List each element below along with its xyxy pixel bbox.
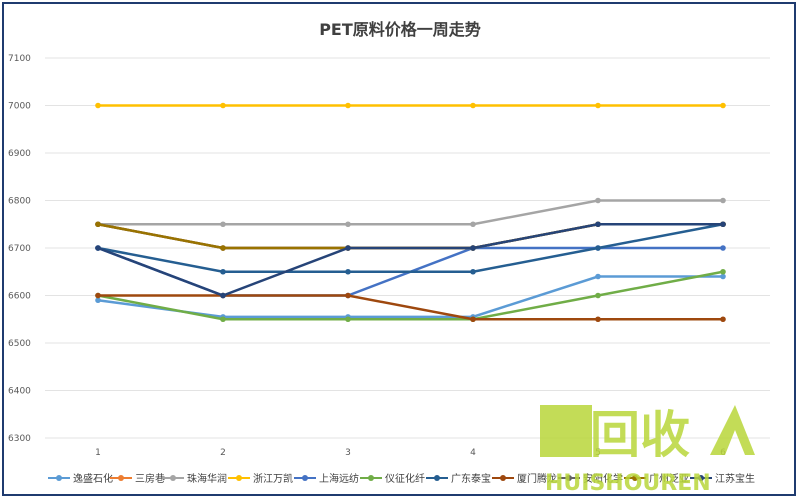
y-tick-label: 6300 xyxy=(8,434,31,444)
watermark-leaf-icon xyxy=(710,405,755,455)
legend-swatch xyxy=(624,473,646,483)
legend-item: 江苏宝生 xyxy=(690,470,755,488)
series-point-6 xyxy=(720,268,726,275)
series-point-6 xyxy=(595,292,601,299)
series-point-7 xyxy=(595,245,601,251)
y-tick-label: 6900 xyxy=(8,149,31,159)
legend-label: 安阳化学 xyxy=(583,474,623,485)
legend-item: 广州泛亚 xyxy=(624,470,689,488)
legend-item: 珠海华润 xyxy=(162,470,227,488)
series-point-11 xyxy=(470,245,476,251)
series-point-1 xyxy=(720,273,726,280)
series-point-6 xyxy=(345,316,351,323)
series-line-8 xyxy=(98,294,723,321)
chart-legend: 逸盛石化 三房巷 珠海华润 浙江万凯 上海远纺 仪征化纤 广东泰宝 厦门腾龙 安阳化学 广州泛亚 江… xyxy=(0,470,800,492)
series-point-3 xyxy=(345,221,351,228)
series-point-7 xyxy=(220,268,226,275)
legend-item: 三房巷 xyxy=(110,470,165,488)
series-point-8 xyxy=(95,292,101,299)
series-point-1 xyxy=(595,273,601,280)
legend-swatch xyxy=(558,473,580,483)
legend-item: 仪征化纤 xyxy=(360,470,425,488)
legend-swatch xyxy=(162,473,184,483)
series-line-10 xyxy=(97,223,723,250)
series-point-4 xyxy=(720,102,726,109)
legend-item: 浙江万凯 xyxy=(228,470,293,488)
x-tick-label: 5 xyxy=(595,448,601,458)
series-point-3 xyxy=(220,221,226,228)
legend-label: 厦门腾龙 xyxy=(517,474,557,485)
legend-label: 珠海华润 xyxy=(187,474,227,485)
series-point-8 xyxy=(595,316,601,323)
series-point-10 xyxy=(95,221,101,228)
series-point-3 xyxy=(595,197,601,204)
series-point-7 xyxy=(345,268,351,275)
legend-swatch xyxy=(492,473,514,483)
series-point-1 xyxy=(95,297,101,304)
chart-title: PET原料价格一周走势 xyxy=(319,20,481,39)
watermark-big-text: 回收 xyxy=(590,406,690,464)
legend-item: 逸盛石化 xyxy=(48,470,113,488)
legend-label: 广东泰宝 xyxy=(451,474,491,485)
y-tick-label: 6700 xyxy=(8,244,31,254)
legend-item: 广东泰宝 xyxy=(426,470,491,488)
legend-item: 安阳化学 xyxy=(558,470,623,488)
series-point-11 xyxy=(345,245,351,251)
legend-label: 江苏宝生 xyxy=(715,474,755,485)
series-point-3 xyxy=(720,197,726,204)
x-tick-label: 4 xyxy=(470,448,476,458)
series-point-11 xyxy=(720,221,726,228)
series-line-11 xyxy=(97,223,723,297)
legend-label: 浙江万凯 xyxy=(253,474,293,485)
series-point-4 xyxy=(595,102,601,109)
series-point-8 xyxy=(470,316,476,323)
series-point-4 xyxy=(95,102,101,109)
series-point-3 xyxy=(470,221,476,228)
series-point-4 xyxy=(345,102,351,109)
y-tick-label: 6800 xyxy=(8,197,31,207)
series-line-2 xyxy=(97,223,723,250)
series-point-8 xyxy=(720,316,726,323)
legend-swatch xyxy=(294,473,316,483)
series-line-3 xyxy=(98,199,723,226)
y-tick-label: 7100 xyxy=(8,54,31,64)
series-point-8 xyxy=(345,292,351,299)
legend-swatch xyxy=(426,473,448,483)
series-point-6 xyxy=(220,316,226,323)
series-point-11 xyxy=(220,292,226,299)
legend-item: 厦门腾龙 xyxy=(492,470,557,488)
series-line-7 xyxy=(97,223,724,273)
series-point-10 xyxy=(220,245,226,251)
series-point-7 xyxy=(470,268,476,275)
legend-label: 三房巷 xyxy=(135,474,165,485)
legend-swatch xyxy=(228,473,250,483)
series-line-6 xyxy=(97,270,724,321)
series-point-11 xyxy=(95,245,101,251)
y-tick-label: 6400 xyxy=(8,387,31,397)
watermark-box xyxy=(540,405,592,457)
y-tick-label: 7000 xyxy=(8,102,31,112)
series-point-4 xyxy=(220,102,226,109)
legend-label: 广州泛亚 xyxy=(649,474,689,485)
series-line-9 xyxy=(97,223,723,250)
watermark-small-text: HUISHOUREN xyxy=(545,471,711,495)
watermark-logo: 回收 HUISHOUREN xyxy=(540,405,755,495)
legend-item: 上海远纺 xyxy=(294,470,359,488)
legend-swatch xyxy=(690,473,712,483)
x-tick-label: 1 xyxy=(95,448,101,458)
legend-label: 仪征化纤 xyxy=(385,474,425,485)
y-tick-label: 6500 xyxy=(8,339,31,349)
x-tick-label: 2 xyxy=(220,448,226,458)
legend-label: 逸盛石化 xyxy=(73,474,113,485)
legend-swatch xyxy=(360,473,382,483)
legend-swatch xyxy=(48,473,70,483)
series-point-4 xyxy=(470,102,476,109)
y-tick-label: 6600 xyxy=(8,292,31,302)
series-point-11 xyxy=(595,221,601,228)
legend-label: 上海远纺 xyxy=(319,474,359,485)
legend-swatch xyxy=(110,473,132,483)
series-point-5 xyxy=(720,245,726,251)
x-tick-label: 3 xyxy=(345,448,351,458)
